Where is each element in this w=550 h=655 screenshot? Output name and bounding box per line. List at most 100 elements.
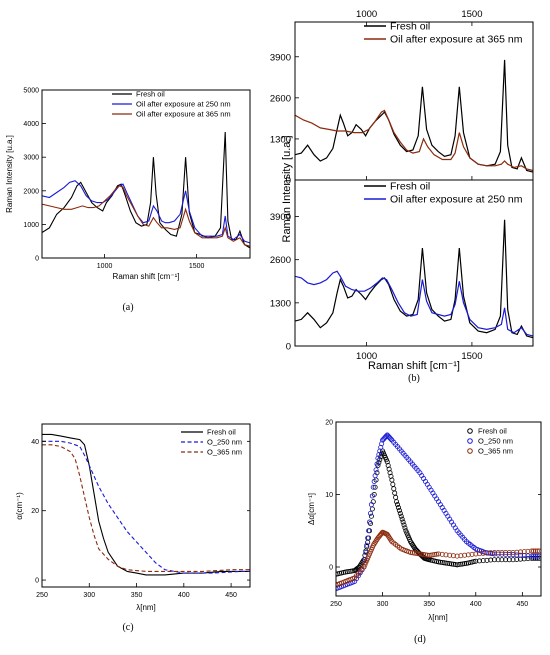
data-point (372, 484, 378, 490)
data-point (374, 461, 380, 467)
x-tick-label: 250 (36, 592, 48, 599)
data-point (495, 550, 501, 556)
data-point (415, 551, 421, 557)
data-point (499, 550, 505, 556)
y-tick-label: 5000 (23, 88, 39, 95)
series-2 (336, 529, 541, 588)
x-axis-label: Raman shift [cm⁻¹] (368, 360, 460, 372)
series-line-2 (42, 185, 250, 247)
y-axis-label: Raman Intensity [u.a.] (281, 136, 293, 243)
x-tick-label: 1000 (97, 263, 113, 270)
data-point (447, 552, 453, 558)
data-point (529, 548, 535, 554)
series-line-2 (42, 444, 250, 572)
data-point (534, 548, 540, 554)
x-tick-label: 350 (423, 601, 435, 608)
data-point (484, 550, 490, 556)
data-point (397, 510, 403, 516)
chart-panel-a: 1000 1500 0 1000 2000 3000 4000 5000 Raman shift… (5, 88, 251, 313)
data-point (506, 550, 512, 556)
legend-label: Fresh oil (207, 428, 236, 437)
data-point (395, 505, 401, 511)
legend-label: O_365 nm (207, 448, 242, 457)
x-tick-label: 250 (330, 601, 342, 608)
y-tick-label: 2600 (270, 93, 291, 104)
data-point (488, 557, 494, 563)
data-point (445, 560, 451, 566)
y-axis-label: α(cm⁻¹) (15, 492, 24, 520)
x-axis-label: λ[nm] (136, 603, 156, 612)
data-point (503, 550, 509, 556)
data-point (348, 568, 354, 574)
plot-frame (335, 421, 542, 597)
data-point (531, 553, 537, 559)
y-tick-label: 3000 (23, 155, 39, 162)
data-point (486, 550, 492, 556)
data-point (449, 561, 455, 567)
series-line-1 (295, 270, 533, 337)
data-point (371, 478, 377, 484)
x-tick-label: 450 (225, 592, 237, 599)
y-tick-label: 0 (35, 578, 39, 585)
data-point (518, 549, 524, 555)
data-point (373, 467, 379, 473)
panel-caption: (c) (122, 622, 133, 633)
series-line-0 (42, 131, 250, 249)
series-0 (336, 448, 541, 577)
data-point (413, 550, 419, 556)
y-tick-label: 1300 (270, 134, 291, 145)
panel-caption: (b) (408, 373, 420, 384)
y-tick-label: 3900 (270, 52, 291, 63)
data-point (369, 506, 375, 512)
data-point (421, 552, 427, 558)
data-point (372, 473, 378, 479)
x-tick-label: 1000 (356, 351, 377, 362)
data-point (510, 552, 516, 558)
data-point (456, 562, 462, 568)
data-point (426, 552, 432, 558)
data-point (342, 569, 348, 575)
data-point (437, 559, 443, 565)
data-point (344, 569, 350, 575)
data-point (469, 551, 475, 557)
series-line-1 (295, 109, 533, 172)
legend-label: Oil after exposure at 250 nm (390, 194, 523, 206)
data-point (398, 513, 404, 519)
chart-panel-c: 250 300 350 400 450 0 20 40 λ[nm] α(cm⁻¹) Fresh oi… (15, 423, 251, 633)
series-line-1 (42, 440, 250, 574)
data-point (367, 510, 373, 516)
x-tick-label: 300 (377, 601, 389, 608)
y-tick-label: 3900 (270, 212, 291, 223)
legend-label: Fresh oil (390, 21, 430, 33)
data-point (510, 550, 516, 556)
series-line-0 (295, 59, 533, 173)
data-point (491, 557, 497, 563)
data-point (399, 516, 405, 522)
data-point (536, 553, 541, 559)
x-tick-label: 400 (178, 592, 190, 599)
data-point (408, 550, 414, 556)
data-point (401, 522, 407, 528)
y-tick-label: 1000 (23, 222, 39, 229)
data-point (450, 561, 456, 567)
plot-frame (294, 179, 534, 347)
data-point (392, 490, 398, 496)
data-point (411, 550, 417, 556)
legend-label: Oil after exposure at 250 nm (136, 100, 231, 109)
x-tick-label-top: 1500 (461, 9, 482, 20)
y-tick-label: 2000 (23, 188, 39, 195)
data-point (417, 551, 423, 557)
y-axis-label: Raman Intensity [u.a.] (5, 135, 14, 213)
data-point (462, 552, 468, 558)
data-point (495, 557, 501, 563)
panel-caption: (a) (122, 302, 133, 313)
legend-label: Fresh oil (136, 90, 165, 99)
data-point (480, 550, 486, 556)
data-point (491, 550, 497, 556)
data-point (450, 553, 456, 559)
